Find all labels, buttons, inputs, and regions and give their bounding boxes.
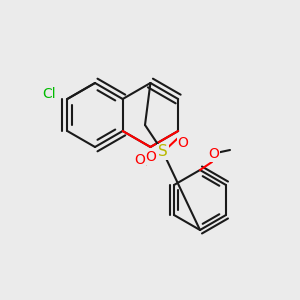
Text: Cl: Cl [43, 87, 56, 101]
Text: O: O [208, 147, 219, 161]
Text: O: O [145, 150, 156, 164]
Text: S: S [158, 145, 168, 160]
Text: O: O [135, 153, 146, 167]
Text: O: O [178, 136, 188, 150]
